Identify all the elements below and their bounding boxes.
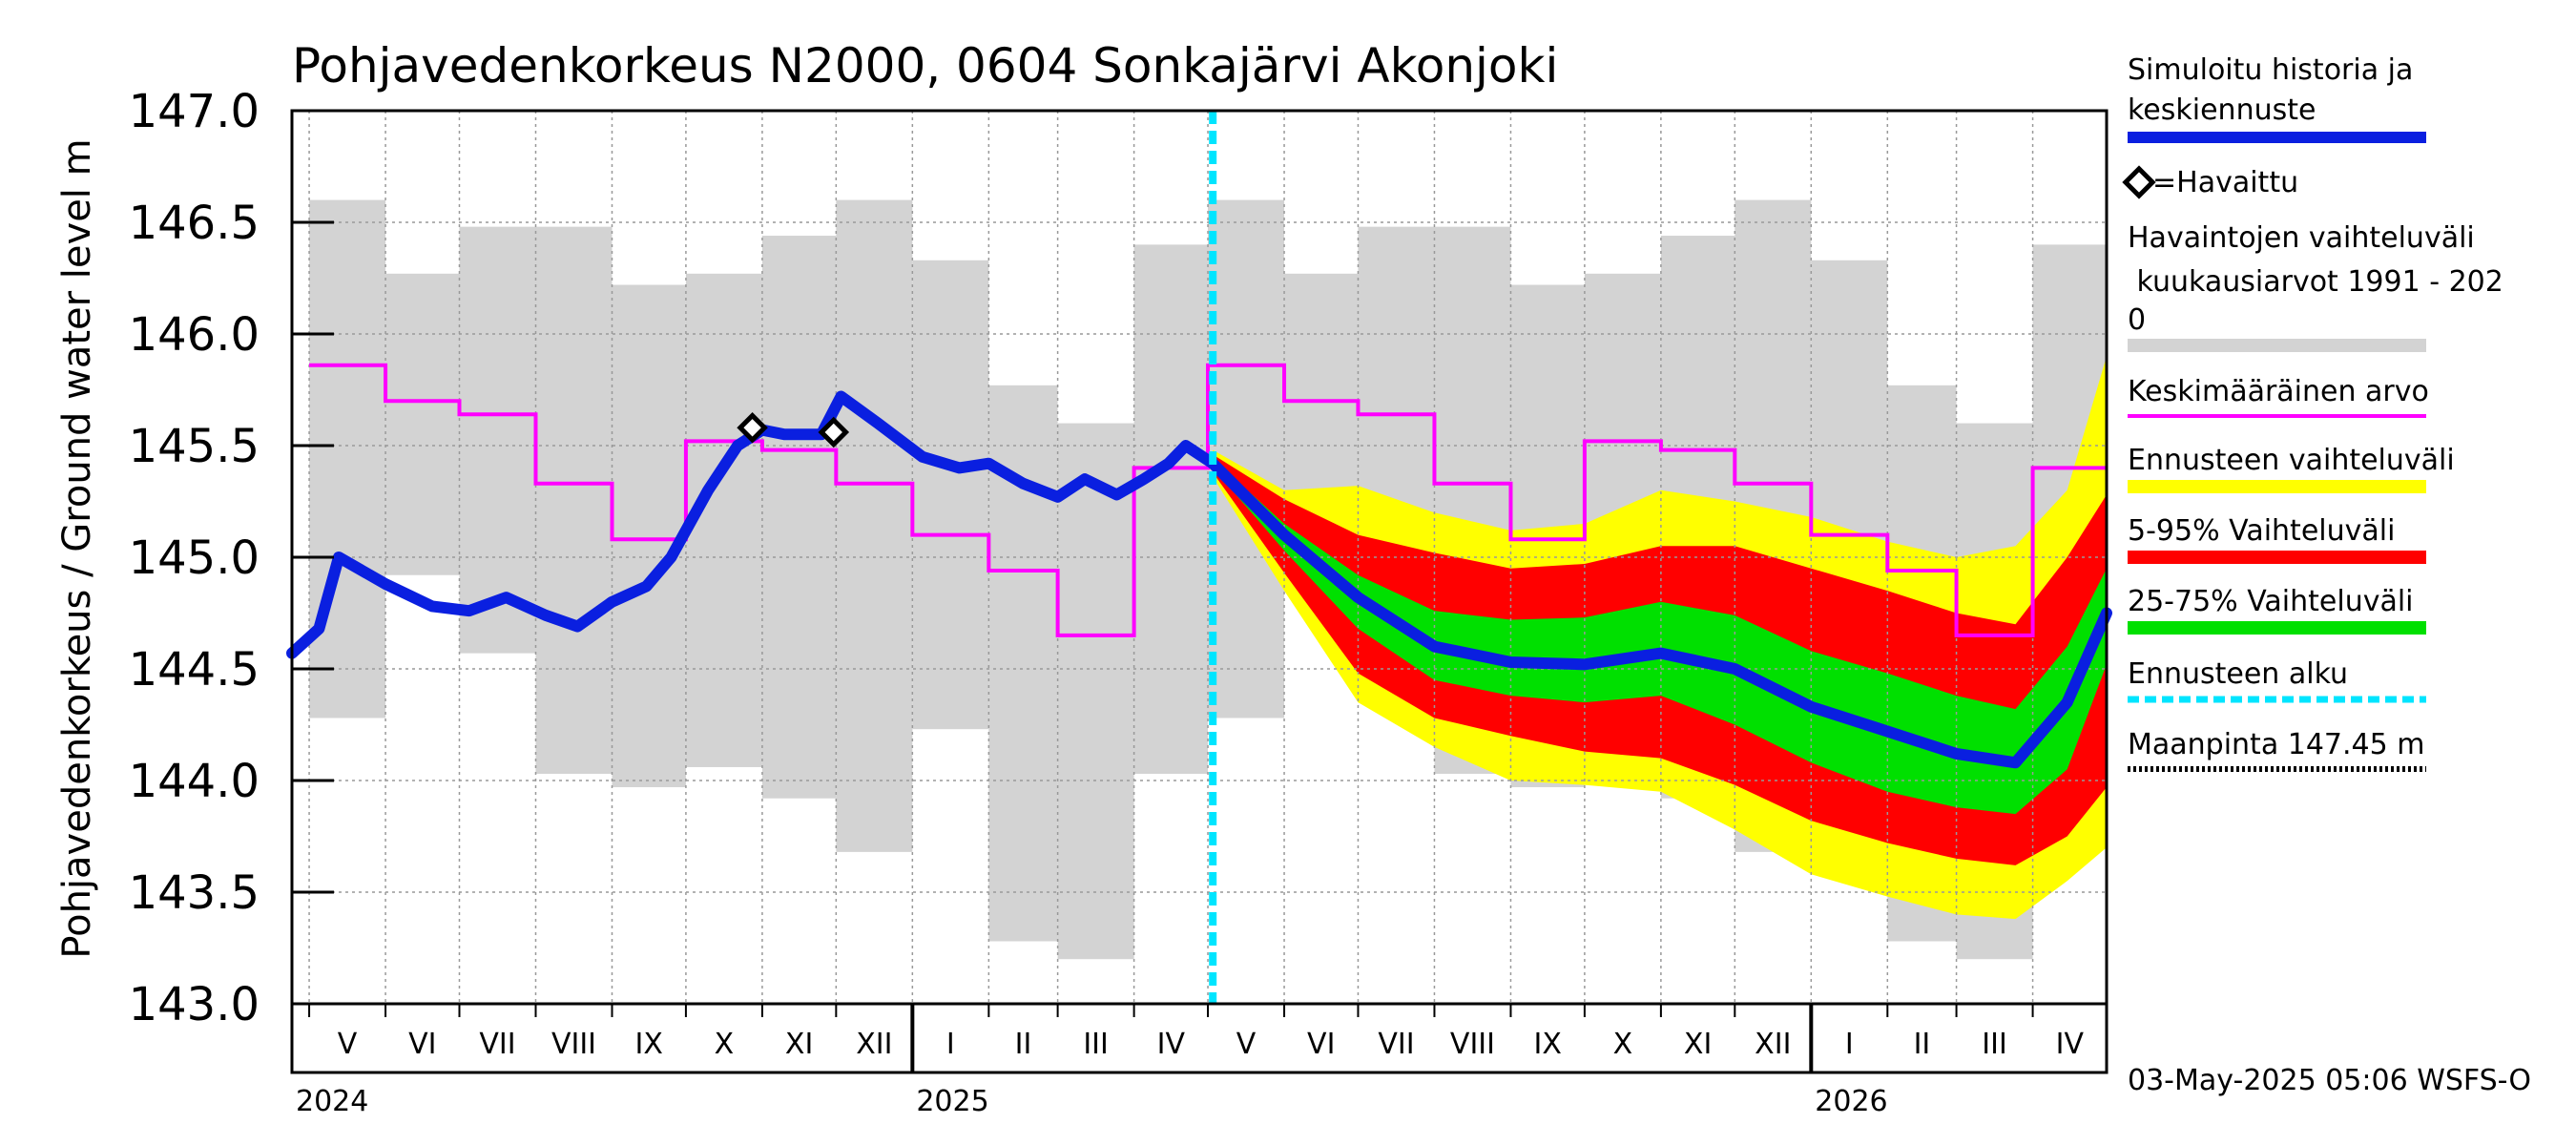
month-label: X — [715, 1028, 735, 1061]
y-tick-label: 144.0 — [129, 755, 260, 808]
month-label: III — [1982, 1028, 2007, 1061]
historical-range-bar — [309, 199, 386, 718]
y-tick-label: 143.5 — [129, 866, 260, 920]
legend-range-label-1: Havaintojen vaihteluväli — [2128, 221, 2475, 255]
month-label: VII — [479, 1028, 515, 1061]
legend-mean-label: Keskimääräinen arvo — [2128, 375, 2429, 408]
month-label: VI — [1307, 1028, 1335, 1061]
historical-range-bar — [1057, 423, 1134, 960]
year-label: 2025 — [916, 1085, 988, 1118]
year-label: 2024 — [296, 1085, 368, 1118]
legend-p25-75-label: 25-75% Vaihteluväli — [2128, 585, 2414, 618]
y-tick-label: 144.5 — [129, 643, 260, 697]
month-label: I — [1845, 1028, 1854, 1061]
legend-observed-marker — [2122, 165, 2156, 199]
y-tick-label: 145.0 — [129, 531, 260, 585]
month-label: VIII — [551, 1028, 596, 1061]
legend-forecast-start-label: Ennusteen alku — [2128, 657, 2348, 691]
y-tick-label: 143.0 — [129, 978, 260, 1031]
historical-range-bar — [912, 260, 989, 730]
historical-range-bar — [459, 226, 536, 654]
month-label: V — [338, 1028, 358, 1061]
legend-ground-label: Maanpinta 147.45 m — [2128, 728, 2424, 761]
legend-sim-label-1: Simuloitu historia ja — [2128, 53, 2413, 87]
historical-range-bar — [685, 273, 762, 767]
legend-p5-95-label: 5-95% Vaihteluväli — [2128, 514, 2395, 548]
month-label: III — [1083, 1028, 1109, 1061]
timestamp: 03-May-2025 05:06 WSFS-O — [2128, 1064, 2531, 1097]
legend-range-label-2: kuukausiarvot 1991 - 202 — [2128, 265, 2503, 299]
month-label: VII — [1378, 1028, 1414, 1061]
month-label: IX — [635, 1028, 663, 1061]
y-axis-label: Pohjavedenkorkeus / Ground water level m — [55, 138, 99, 958]
month-label: XI — [1684, 1028, 1712, 1061]
legend-range-label-3: 0 — [2128, 303, 2146, 337]
historical-range-bar — [761, 236, 837, 799]
historical-range-bar — [612, 284, 686, 788]
month-label: XII — [1755, 1028, 1791, 1061]
historical-range-bar — [385, 273, 460, 575]
mean-value-layer — [309, 363, 2107, 637]
month-label: VIII — [1450, 1028, 1495, 1061]
month-label: XII — [856, 1028, 892, 1061]
simulated-history-line — [286, 390, 1219, 659]
median-forecast-line — [1207, 457, 2112, 769]
y-tick-label: 147.0 — [129, 85, 260, 138]
y-tick-label: 146.0 — [129, 308, 260, 362]
y-tick-label: 145.5 — [129, 420, 260, 473]
simulated-line-layer — [286, 390, 2112, 769]
month-label: IX — [1533, 1028, 1561, 1061]
chart-title: Pohjavedenkorkeus N2000, 0604 Sonkajärvi… — [292, 38, 1558, 94]
month-label: II — [1914, 1028, 1931, 1061]
month-label: VI — [408, 1028, 436, 1061]
mean-value-line — [309, 363, 2107, 637]
month-label: X — [1613, 1028, 1633, 1061]
month-label: IV — [1157, 1028, 1186, 1061]
month-strip — [290, 1002, 2109, 1074]
month-label: II — [1015, 1028, 1032, 1061]
observed-points-layer — [737, 412, 850, 448]
historical-range-bar — [836, 199, 913, 852]
legend-observed-label: =Havaittu — [2152, 166, 2298, 199]
month-label: V — [1236, 1028, 1257, 1061]
historical-range-bar — [535, 226, 613, 774]
month-label: I — [946, 1028, 955, 1061]
legend-sim-label-2: keskiennuste — [2128, 94, 2316, 127]
y-tick-label: 146.5 — [129, 197, 260, 250]
observed-point — [737, 412, 768, 444]
legend-forecast-range-label: Ennusteen vaihteluväli — [2128, 444, 2455, 477]
observed-point — [818, 416, 850, 448]
axis-layer: 143.0 143.5 144.0 144.5 145.0 145.5 146.0 146.5… — [129, 85, 2109, 1118]
year-label: 2026 — [1815, 1085, 1887, 1118]
legend: Simuloitu historia ja keskiennuste =Hava… — [2122, 53, 2503, 772]
historical-range-bar — [1133, 244, 1209, 774]
month-label: IV — [2056, 1028, 2085, 1061]
month-label: XI — [785, 1028, 813, 1061]
